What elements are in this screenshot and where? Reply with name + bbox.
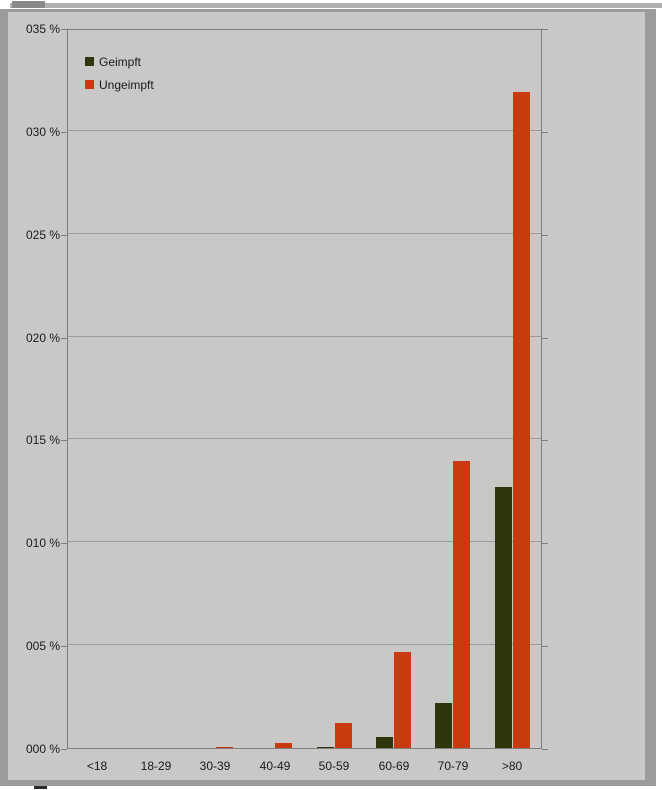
bar-ungeimpft->80	[513, 92, 530, 748]
bar-ungeimpft-40-49	[275, 743, 292, 748]
x-axis-label-5: 60-69	[378, 759, 410, 773]
x-axis-label-2: 30-39	[199, 759, 231, 773]
ungeimpft-swatch-icon	[85, 80, 94, 89]
left-tick-10	[61, 543, 67, 544]
x-axis-label-4: 50-59	[318, 759, 350, 773]
y-tick-label-30: 030 %	[25, 125, 60, 139]
left-tick-35	[61, 29, 67, 30]
gridline-25	[68, 233, 541, 234]
bar-geimpft->80	[495, 487, 512, 748]
right-tick-0	[542, 749, 548, 750]
x-axis-label-0: <18	[86, 759, 108, 773]
bar-geimpft-60-69	[376, 737, 393, 748]
x-axis-label-6: 70-79	[437, 759, 469, 773]
legend-label-ungeimpft: Ungeimpft	[99, 77, 154, 92]
y-tick-label-10: 010 %	[25, 536, 60, 550]
y-tick-label-20: 020 %	[25, 331, 60, 345]
bar-geimpft-70-79	[435, 703, 452, 748]
right-tick-25	[542, 235, 548, 236]
y-tick-label-5: 005 %	[25, 639, 60, 653]
left-tick-30	[61, 132, 67, 133]
bar-ungeimpft-50-59	[335, 723, 352, 748]
right-tick-35	[542, 29, 548, 30]
bar-geimpft-50-59	[317, 747, 334, 748]
y-tick-label-15: 015 %	[25, 433, 60, 447]
bar-ungeimpft-70-79	[453, 461, 470, 748]
legend-item-ungeimpft: Ungeimpft	[85, 73, 154, 96]
legend-label-geimpft: Geimpft	[99, 54, 142, 69]
gridline-5	[68, 644, 541, 645]
y-tick-label-25: 025 %	[25, 228, 60, 242]
right-tick-20	[542, 338, 548, 339]
left-tick-25	[61, 235, 67, 236]
gridline-15	[68, 438, 541, 439]
right-tick-10	[542, 543, 548, 544]
right-tick-30	[542, 132, 548, 133]
gridline-10	[68, 541, 541, 542]
chart-panel	[8, 12, 645, 780]
scrollbar-track	[10, 3, 662, 8]
gridline-30	[68, 130, 541, 131]
bar-ungeimpft-60-69	[394, 652, 411, 748]
bar-ungeimpft-30-39	[216, 747, 233, 748]
left-tick-0	[61, 749, 67, 750]
y-tick-label-0: 000 %	[25, 742, 60, 756]
scrollbar-thumb[interactable]	[12, 1, 45, 8]
gridline-20	[68, 336, 541, 337]
legend-item-geimpft: Geimpft	[85, 50, 154, 73]
plot-area	[67, 29, 542, 749]
x-axis-label-7: >80	[501, 759, 523, 773]
left-tick-5	[61, 646, 67, 647]
y-tick-label-35: 035 %	[25, 22, 60, 36]
cut-off-caption-fragment	[34, 786, 47, 789]
legend: Geimpft Ungeimpft	[85, 50, 154, 96]
x-axis-label-1: 18-29	[140, 759, 172, 773]
right-tick-5	[542, 646, 548, 647]
x-axis-label-3: 40-49	[259, 759, 291, 773]
geimpft-swatch-icon	[85, 57, 94, 66]
right-tick-15	[542, 440, 548, 441]
left-tick-20	[61, 338, 67, 339]
left-tick-15	[61, 440, 67, 441]
